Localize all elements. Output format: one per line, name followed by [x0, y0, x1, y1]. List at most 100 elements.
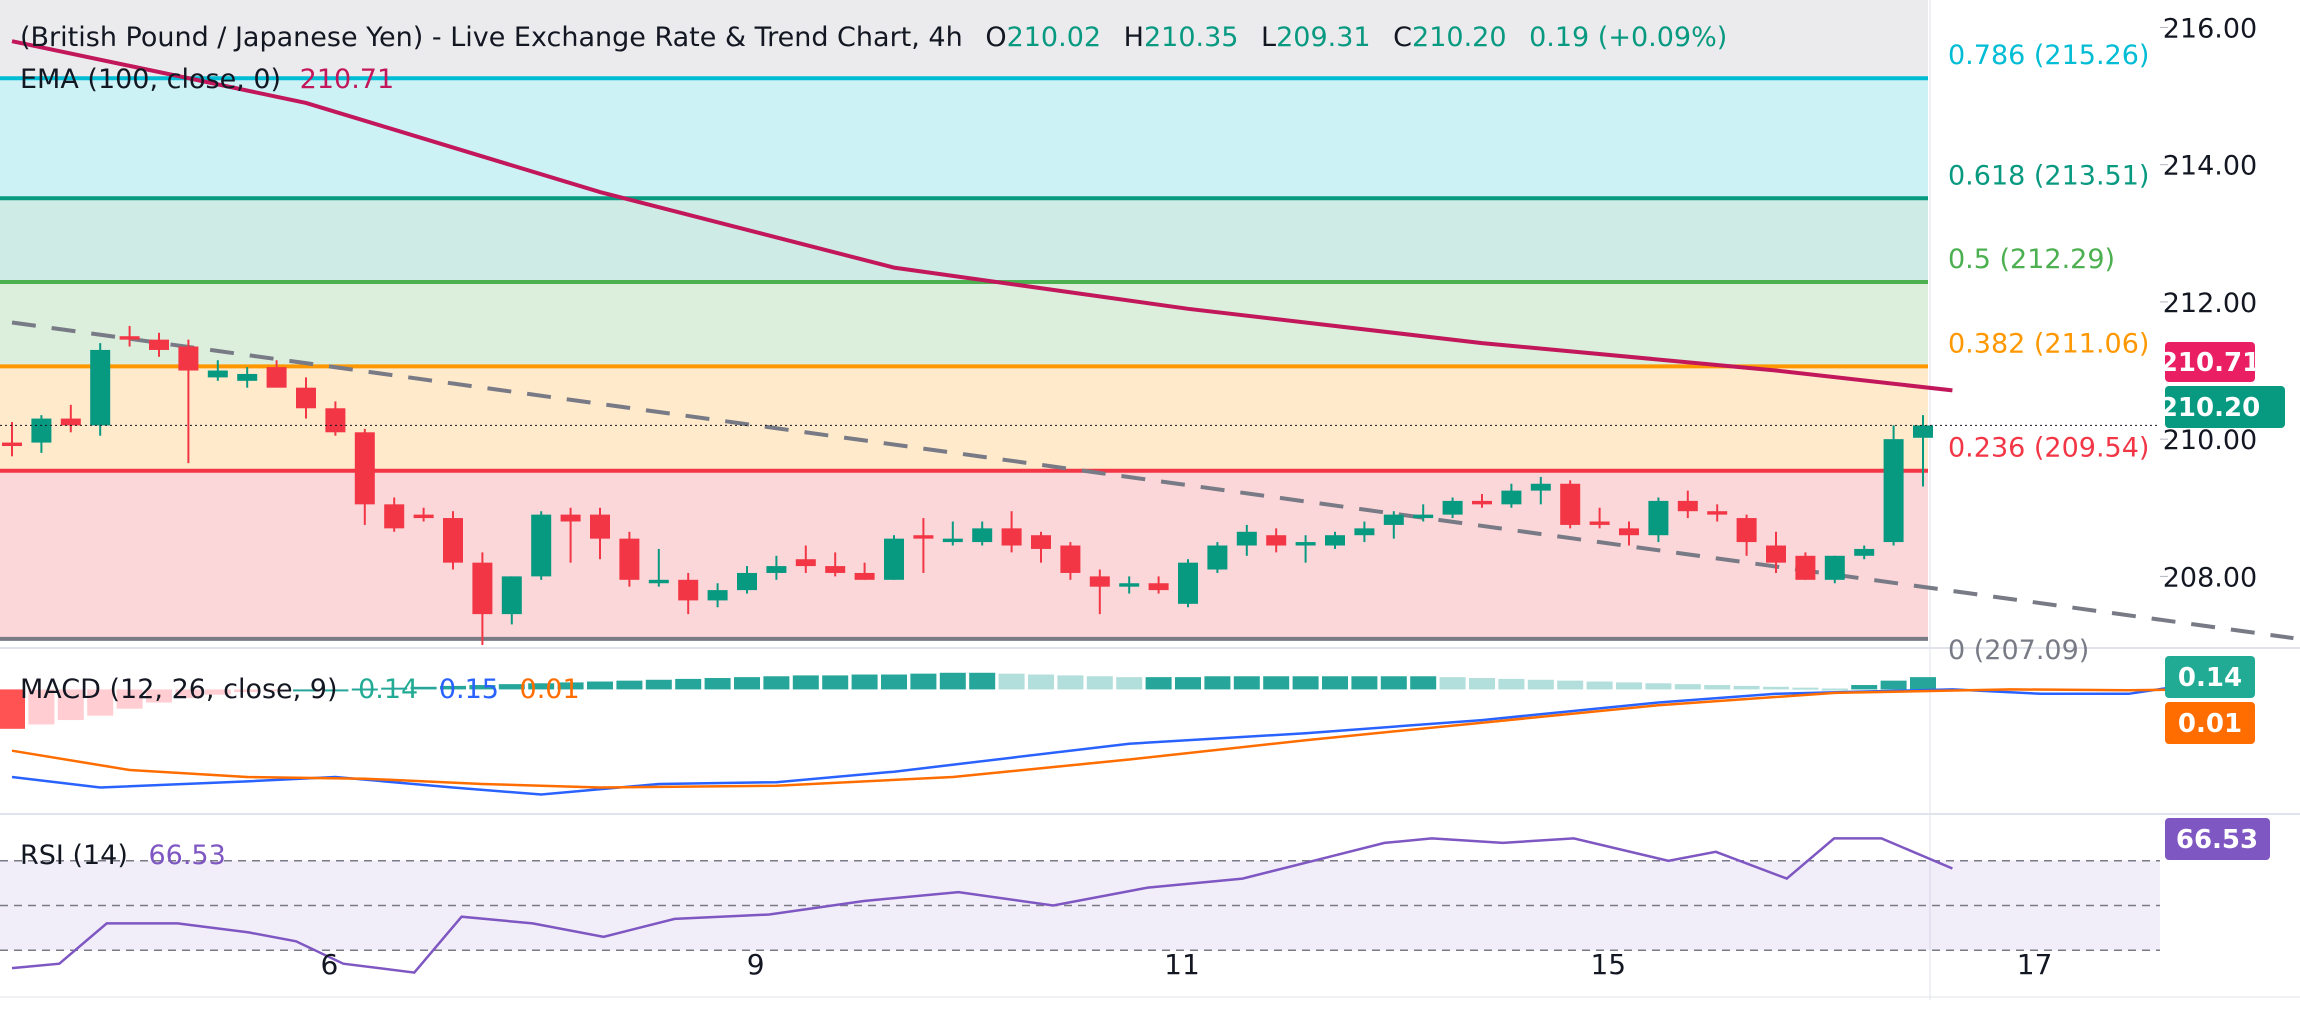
macd-hist-bar — [1910, 677, 1936, 690]
candle-body — [766, 566, 787, 573]
macd-hist-bar — [263, 689, 290, 692]
macd-hist-bar — [1116, 677, 1143, 690]
candle-body — [325, 408, 346, 433]
candle-body — [1854, 548, 1875, 556]
candle-body — [1178, 562, 1198, 604]
candle-body — [1883, 439, 1904, 543]
candle-body — [1325, 535, 1345, 546]
macd-hist-bar — [881, 674, 907, 690]
candle — [1031, 531, 1051, 563]
candle — [1060, 542, 1081, 580]
candle-body — [795, 559, 816, 567]
candle — [972, 521, 993, 546]
macd-hist-bar — [792, 675, 819, 690]
macd-hist-bar — [234, 689, 261, 693]
rsi-line — [11, 837, 1953, 974]
rsi-badge: 66.53 — [2165, 818, 2270, 860]
ema-badge-text: 210.71 — [2160, 348, 2260, 378]
candle-body — [1501, 490, 1522, 505]
candle — [854, 562, 875, 580]
candle-body — [1060, 545, 1081, 573]
fib-band-0 — [0, 78, 1928, 199]
candle — [678, 572, 699, 615]
candle-body — [1530, 483, 1551, 491]
macd-hist-bar — [1616, 682, 1642, 690]
macd-hist-bar — [1322, 676, 1348, 690]
macd-hist-bar — [616, 680, 643, 690]
macd-hist-bar — [1527, 679, 1554, 690]
candle — [1619, 521, 1639, 546]
candle — [1148, 576, 1169, 594]
open-value: 210.02 — [1007, 22, 1101, 53]
change-value: 0.19 (+0.09%) — [1529, 22, 1727, 53]
candle-body — [237, 373, 258, 381]
macd-hist-bar — [1645, 683, 1672, 690]
time-tick-label: 9 — [747, 948, 765, 981]
price-axis[interactable]: 216.00 214.00 212.00 210.00 208.00 — [2160, 13, 2257, 593]
macd-hist-badge-text: 0.14 — [2178, 663, 2242, 693]
macd-hist-bar — [675, 678, 702, 690]
macd-hist-bar — [1351, 676, 1378, 690]
candle-body — [1589, 521, 1610, 525]
candles — [2, 325, 1933, 645]
candle-body — [60, 418, 81, 426]
candle — [619, 531, 640, 587]
signal-line — [11, 687, 2247, 789]
time-axis[interactable]: 6911151720 — [320, 948, 2300, 981]
candle — [1295, 535, 1316, 563]
macd-hist-bar — [1469, 678, 1495, 690]
macd-hist-bar — [1498, 678, 1525, 690]
candle — [237, 367, 258, 388]
candle-body — [854, 572, 875, 580]
candle-body — [1354, 528, 1375, 536]
candle-body — [178, 346, 199, 371]
price-tick-label: 208.00 — [2163, 562, 2257, 593]
candle — [149, 332, 169, 357]
candle — [90, 343, 111, 436]
macd-hist-bar — [528, 683, 555, 690]
candle — [1795, 552, 1816, 580]
candle — [384, 497, 405, 532]
candle-body — [707, 590, 728, 601]
macd-hist-bar — [440, 685, 466, 690]
macd-hist-bar — [1145, 677, 1172, 690]
candle — [1325, 531, 1345, 549]
candle — [531, 511, 552, 580]
candle-body — [1795, 555, 1816, 580]
macd-hist-bar — [410, 686, 437, 690]
candle-body — [90, 349, 111, 426]
candle — [178, 339, 199, 464]
candle-body — [913, 535, 934, 539]
macd-legend-signal: 0.01 — [520, 674, 580, 705]
macd-legend[interactable]: MACD (12, 26, close, 9) 0.14 0.15 0.01 — [20, 674, 580, 705]
ema-legend[interactable]: EMA (100, close, 0) 210.71 — [20, 64, 394, 95]
rsi-legend[interactable]: RSI (14) 66.53 — [20, 840, 226, 871]
candle-body — [1089, 576, 1110, 587]
header-legend: (British Pound / Japanese Yen) - Live Ex… — [20, 22, 1727, 53]
macd-hist-bar — [1821, 688, 1848, 691]
macd-legend-macd: 0.15 — [439, 674, 499, 705]
macd-line — [11, 675, 2247, 796]
candle — [325, 401, 346, 436]
time-tick-label: 17 — [2017, 948, 2053, 981]
candle-body — [1707, 511, 1728, 515]
candle-body — [884, 538, 904, 580]
candle-body — [119, 336, 140, 340]
candle — [1501, 483, 1522, 508]
candle-body — [1295, 542, 1316, 546]
candle — [590, 507, 610, 560]
candle-body — [1677, 500, 1698, 512]
candle-body — [1266, 535, 1287, 546]
candle — [707, 583, 728, 608]
candle — [207, 360, 228, 381]
candle — [472, 552, 493, 645]
candle — [1913, 415, 1933, 487]
low-label: L — [1261, 22, 1276, 53]
candle-body — [1236, 531, 1257, 546]
candle — [1442, 497, 1463, 519]
candle — [1707, 504, 1728, 522]
macd-hist-bar — [1792, 687, 1819, 690]
candle-body — [560, 514, 581, 522]
macd-hist-bar — [1292, 676, 1319, 690]
macd-hist-bar — [1380, 676, 1407, 690]
